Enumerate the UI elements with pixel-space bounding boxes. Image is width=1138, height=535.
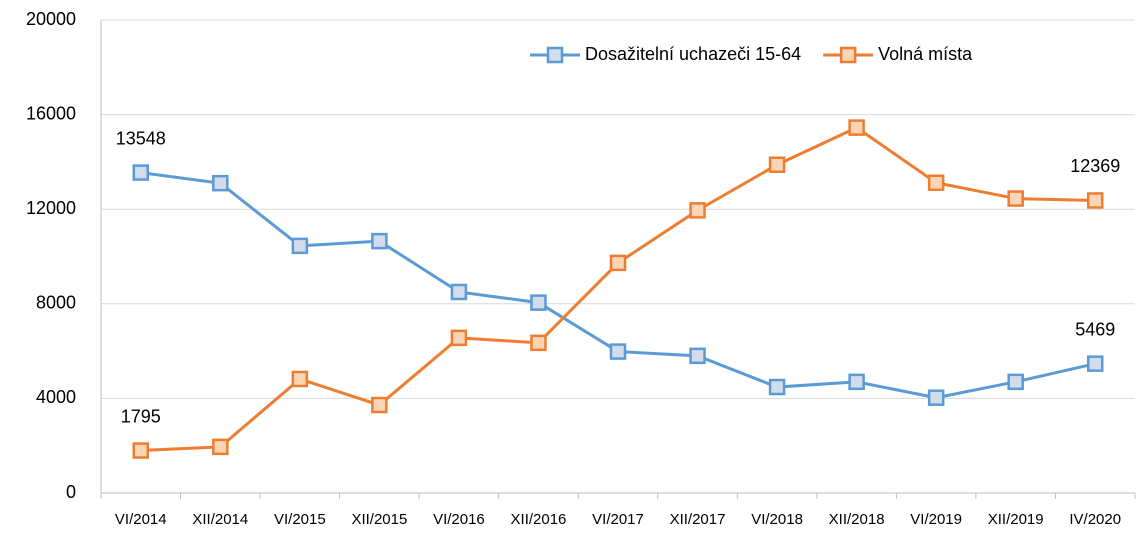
marker [291,237,309,255]
marker [848,373,865,391]
marker [689,202,706,219]
y-tick-label: 4000 [36,387,76,407]
marker [768,378,786,396]
legend-label: Volná místa [878,44,973,64]
marker [689,347,706,365]
x-tick-label: VI/2016 [433,511,485,528]
legend-label: Dosažitelní uchazeči 15-64 [585,44,801,64]
marker [530,294,547,311]
marker [609,343,627,360]
marker [530,334,547,352]
marker [1086,355,1104,372]
data-label: 1795 [121,406,161,426]
marker [371,396,388,414]
marker [848,119,865,136]
x-tick-label: XII/2018 [829,511,885,528]
data-label: 13548 [116,128,166,148]
legend-marker [546,46,564,64]
legend-marker [839,46,857,64]
marker [768,156,786,173]
marker [927,174,945,191]
y-tick-label: 0 [66,482,76,502]
marker [212,438,229,456]
marker [132,442,150,459]
x-tick-label: XII/2017 [670,511,726,528]
x-tick-label: XII/2016 [511,511,567,528]
x-tick-label: IV/2020 [1069,511,1121,528]
x-tick-label: VI/2017 [592,511,644,528]
data-label: 5469 [1075,319,1115,339]
y-tick-label: 16000 [26,103,76,123]
marker [1007,373,1024,391]
y-tick-label: 8000 [36,293,76,313]
marker [609,254,627,272]
x-tick-label: XII/2015 [351,511,407,528]
y-tick-label: 20000 [26,9,76,29]
x-tick-label: VI/2015 [274,511,326,528]
marker [1086,192,1104,209]
x-tick-label: XII/2019 [988,511,1044,528]
x-tick-label: XII/2014 [192,511,248,528]
marker [291,370,309,388]
marker [450,329,468,347]
marker [927,389,945,406]
marker [371,232,388,250]
x-tick-label: VI/2018 [751,511,803,528]
line [140,171,1096,400]
y-tick-label: 12000 [26,198,76,218]
marker [212,174,229,192]
marker [132,164,150,181]
x-tick-label: VI/2019 [910,511,962,528]
line [140,125,1096,453]
x-tick-label: VI/2014 [115,511,167,528]
data-label: 12369 [1070,156,1120,176]
marker [1007,190,1024,207]
marker [450,283,468,301]
